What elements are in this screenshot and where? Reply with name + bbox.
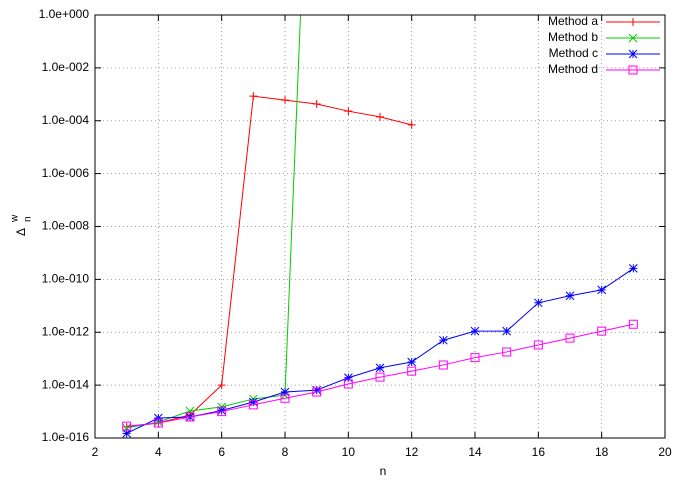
marker bbox=[312, 387, 322, 397]
x-tick-label: 6 bbox=[218, 445, 225, 459]
marker bbox=[217, 407, 227, 417]
marker bbox=[533, 298, 543, 308]
marker bbox=[280, 387, 290, 397]
y-axis-label-sub: n bbox=[23, 216, 34, 222]
x-tick-label: 20 bbox=[658, 445, 672, 459]
marker bbox=[312, 100, 321, 109]
y-tick-label: 1.0e-002 bbox=[42, 60, 90, 74]
x-tick-label: 12 bbox=[405, 445, 419, 459]
y-tick-label: 1.0e-012 bbox=[42, 324, 90, 338]
marker bbox=[502, 326, 512, 336]
marker bbox=[344, 107, 353, 116]
marker bbox=[407, 357, 417, 367]
marker bbox=[217, 406, 227, 415]
marker bbox=[628, 49, 638, 59]
marker bbox=[533, 340, 543, 350]
x-tick-label: 10 bbox=[342, 445, 356, 459]
marker bbox=[628, 33, 638, 43]
marker bbox=[470, 326, 480, 336]
marker bbox=[438, 335, 448, 345]
marker bbox=[248, 397, 258, 407]
y-tick-label: 1.0e-006 bbox=[42, 166, 90, 180]
x-tick-label: 8 bbox=[282, 445, 289, 459]
marker bbox=[185, 406, 195, 416]
x-tick-label: 18 bbox=[595, 445, 609, 459]
marker bbox=[407, 120, 416, 129]
marker bbox=[343, 373, 353, 383]
marker bbox=[597, 285, 607, 295]
plot-area bbox=[122, 15, 638, 438]
marker bbox=[248, 400, 258, 410]
y-axis-label-base: Δ bbox=[14, 228, 28, 236]
marker bbox=[375, 372, 385, 382]
marker bbox=[376, 112, 384, 121]
marker bbox=[470, 353, 480, 363]
marker bbox=[343, 379, 353, 389]
marker bbox=[565, 333, 575, 343]
marker bbox=[565, 291, 575, 301]
y-axis-label: Δ w n bbox=[10, 214, 34, 236]
marker bbox=[217, 381, 226, 390]
marker bbox=[375, 363, 385, 373]
overlay: 1.0e-016 1.0e-014 1.0e-012 1.0e-010 1.0e-008… bbox=[39, 7, 672, 459]
series-line bbox=[126, 267, 634, 434]
legend-label: Method b bbox=[548, 30, 598, 44]
marker bbox=[280, 393, 290, 403]
marker bbox=[185, 412, 195, 422]
marker bbox=[597, 326, 607, 336]
y-tick-label: 1.0e+000 bbox=[39, 7, 90, 21]
x-tick-label: 4 bbox=[155, 445, 162, 459]
marker bbox=[312, 385, 322, 395]
marker bbox=[122, 421, 132, 431]
y-tick-label: 1.0e-016 bbox=[42, 430, 90, 444]
marker bbox=[153, 418, 163, 428]
x-tick-label: 16 bbox=[532, 445, 546, 459]
marker bbox=[629, 18, 637, 26]
marker bbox=[407, 366, 417, 376]
marker bbox=[281, 96, 289, 105]
marker bbox=[249, 92, 258, 101]
marker bbox=[628, 319, 638, 329]
x-axis-label: n bbox=[380, 464, 387, 478]
x-tick-label: 2 bbox=[92, 445, 99, 459]
y-tick-label: 1.0e-008 bbox=[42, 219, 90, 233]
marker bbox=[153, 413, 163, 423]
marker bbox=[122, 428, 132, 438]
series-line bbox=[126, 95, 412, 428]
series-line bbox=[126, 323, 634, 427]
marker bbox=[628, 65, 638, 75]
y-tick-label: 1.0e-004 bbox=[42, 113, 90, 127]
legend-label: Method c bbox=[549, 46, 598, 60]
legend-label: Method d bbox=[548, 62, 598, 76]
y-axis-label-sup: w bbox=[10, 214, 21, 223]
grid bbox=[94, 14, 666, 439]
y-tick-label: 1.0e-014 bbox=[42, 377, 90, 391]
marker bbox=[502, 347, 512, 357]
legend-label: Method a bbox=[548, 14, 598, 28]
y-tick-label: 1.0e-010 bbox=[42, 272, 90, 286]
x-tick-label: 14 bbox=[468, 445, 482, 459]
marker bbox=[438, 360, 448, 370]
marker bbox=[628, 264, 638, 273]
